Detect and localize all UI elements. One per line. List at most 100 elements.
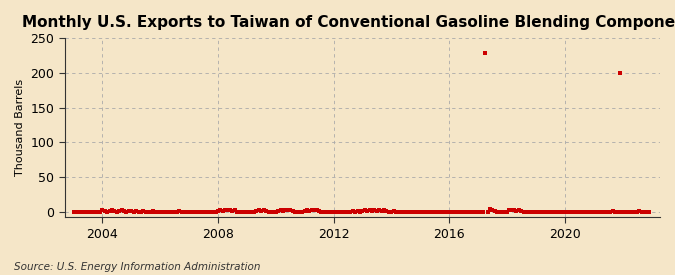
Point [208, 210, 219, 214]
Point [104, 209, 115, 213]
Point [514, 208, 524, 213]
Point [319, 210, 329, 214]
Point [136, 210, 146, 214]
Point [605, 210, 616, 214]
Point [472, 210, 483, 214]
Point [600, 210, 611, 214]
Point [537, 210, 548, 214]
Point [420, 210, 431, 214]
Point [200, 210, 211, 214]
Point [107, 208, 117, 213]
Point [282, 208, 293, 212]
Point [612, 210, 623, 214]
Point [434, 210, 445, 214]
Point [526, 210, 537, 214]
Point [217, 209, 228, 213]
Point [388, 209, 399, 213]
Point [581, 210, 592, 214]
Point [470, 210, 481, 214]
Point [309, 208, 320, 212]
Point [153, 210, 163, 214]
Point [140, 210, 151, 214]
Point [306, 208, 317, 213]
Point [637, 210, 647, 214]
Point [292, 210, 303, 214]
Point [571, 210, 582, 214]
Point [184, 210, 194, 214]
Point [345, 210, 356, 214]
Point [396, 210, 406, 214]
Point [405, 210, 416, 214]
Point [465, 210, 476, 214]
Point [328, 210, 339, 214]
Point [593, 210, 603, 214]
Point [99, 209, 110, 213]
Point [111, 210, 122, 214]
Point [371, 209, 382, 213]
Point [482, 210, 493, 214]
Point [203, 210, 214, 214]
Point [451, 210, 462, 214]
Point [549, 210, 560, 214]
Point [359, 208, 370, 213]
Point [566, 210, 577, 214]
Point [492, 210, 503, 214]
Point [533, 210, 543, 214]
Point [126, 209, 137, 213]
Point [299, 209, 310, 213]
Point [595, 210, 606, 214]
Point [220, 208, 231, 213]
Point [489, 209, 500, 213]
Point [509, 208, 520, 213]
Point [314, 209, 325, 213]
Point [230, 208, 240, 213]
Point [171, 210, 182, 214]
Point [415, 210, 426, 214]
Y-axis label: Thousand Barrels: Thousand Barrels [15, 79, 25, 176]
Point [497, 210, 508, 214]
Point [335, 210, 346, 214]
Point [352, 209, 363, 213]
Point [191, 210, 202, 214]
Point [131, 209, 142, 213]
Point [213, 209, 223, 213]
Point [564, 210, 575, 214]
Point [543, 210, 554, 214]
Point [520, 210, 531, 214]
Point [535, 210, 546, 214]
Point [162, 210, 173, 214]
Point [205, 210, 216, 214]
Point [287, 209, 298, 213]
Point [362, 209, 373, 213]
Point [441, 210, 452, 214]
Point [239, 210, 250, 214]
Point [70, 210, 81, 214]
Point [331, 210, 342, 214]
Point [263, 210, 274, 214]
Point [477, 210, 488, 214]
Text: Source: U.S. Energy Information Administration: Source: U.S. Energy Information Administ… [14, 262, 260, 272]
Point [569, 210, 580, 214]
Point [186, 210, 197, 214]
Point [506, 208, 517, 212]
Point [210, 210, 221, 214]
Point [376, 209, 387, 213]
Point [340, 210, 351, 214]
Point [277, 209, 288, 213]
Point [448, 210, 459, 214]
Point [232, 210, 242, 214]
Point [237, 210, 248, 214]
Point [427, 210, 437, 214]
Point [73, 210, 84, 214]
Point [617, 210, 628, 214]
Point [629, 210, 640, 214]
Point [248, 210, 259, 214]
Point [119, 209, 130, 213]
Point [90, 210, 101, 214]
Point [85, 210, 96, 214]
Point [275, 208, 286, 213]
Point [225, 208, 236, 213]
Point [583, 210, 594, 214]
Point [615, 71, 626, 75]
Point [155, 210, 165, 214]
